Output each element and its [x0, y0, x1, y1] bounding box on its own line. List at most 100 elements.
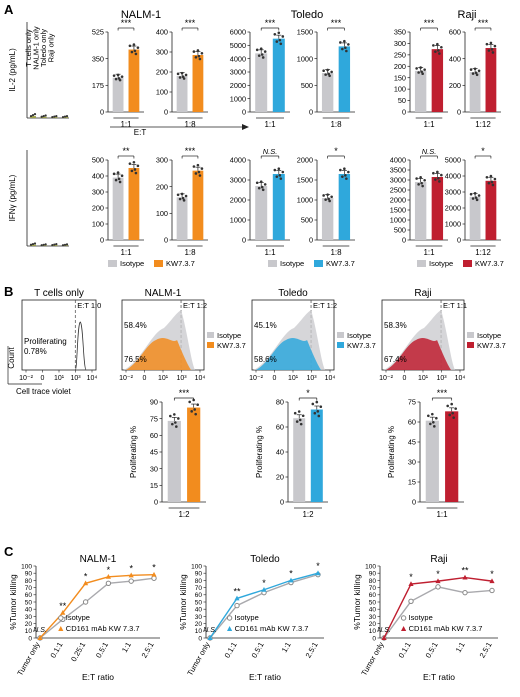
legend-marker-isotype — [226, 615, 233, 621]
significance-label: * — [481, 146, 485, 156]
significance-label: N.S. — [33, 627, 47, 634]
y-tick-label: 3000 — [390, 176, 406, 185]
y-tick-label: 0 — [164, 108, 168, 117]
legend-swatch-isotype — [417, 260, 426, 267]
data-point — [176, 193, 180, 197]
series-marker-isotype — [151, 575, 157, 581]
data-point — [434, 50, 437, 53]
data-point — [184, 73, 188, 77]
y-tick-label: 0 — [372, 635, 376, 642]
data-point — [29, 114, 33, 118]
significance-label: ** — [122, 146, 130, 156]
y-tick-label: 60 — [195, 592, 203, 599]
data-point — [44, 114, 47, 117]
y-tick-label: 2500 — [390, 186, 406, 195]
y-tick-label: 2000 — [445, 204, 461, 213]
bar-kw7.3.7 — [338, 174, 351, 240]
y-tick-label: 100 — [156, 209, 168, 218]
series-line — [39, 577, 155, 639]
data-point — [489, 41, 493, 45]
series-marker-kw — [37, 635, 43, 640]
legend-label-kw: CD161 mAb KW 7.3.7 — [235, 624, 309, 633]
data-point — [114, 77, 118, 81]
x-group-label: 1:1 — [264, 248, 276, 257]
data-point — [31, 242, 35, 246]
facs-title: NALM-1 — [145, 288, 182, 299]
y-axis-label: %Tumor killing — [8, 574, 18, 630]
legend-swatch-kw — [467, 342, 474, 348]
facs-kw-area — [256, 338, 322, 370]
data-point — [194, 172, 198, 175]
data-point — [328, 74, 331, 78]
legend-swatch-kw — [337, 342, 344, 348]
facs-x-tick-label: 10⁻² — [19, 375, 33, 382]
data-point — [341, 175, 344, 178]
series-marker-kw — [315, 570, 321, 576]
y-tick-label: 300 — [394, 39, 406, 48]
bar-isotype — [414, 182, 427, 240]
bar-chart-ifn-nalm-18: 0 100 200 300 *** 1:8 — [156, 146, 208, 257]
data-point — [40, 244, 43, 247]
legend-swatch-isotype — [108, 260, 117, 267]
y-tick-label: 45 — [150, 448, 158, 457]
cell-line-title-toledo: Toledo — [291, 9, 323, 21]
control-label: Raji only — [47, 33, 56, 62]
y-tick-label: 100 — [92, 220, 104, 229]
bar-isotype — [425, 420, 439, 502]
y-tick-label: 70 — [369, 585, 377, 592]
x-group-label: 1:8 — [184, 120, 196, 129]
y-tick-label: 90 — [150, 398, 158, 407]
data-point — [341, 47, 344, 51]
data-point — [118, 180, 122, 184]
data-point — [477, 194, 481, 197]
x-tick-label: Tumor only — [359, 640, 386, 677]
significance-label: * — [409, 572, 413, 582]
y-tick-label: 400 — [156, 28, 168, 37]
data-point — [277, 167, 281, 171]
x-group-label: 1:8 — [330, 248, 342, 257]
y-tick-label: 500 — [301, 216, 313, 225]
data-point — [198, 174, 202, 177]
significance-label: *** — [179, 388, 190, 398]
x-tick-label: 0.25:1 — [69, 641, 87, 664]
legend-label-isotype: Isotype — [66, 613, 90, 622]
data-point — [324, 73, 327, 76]
y-tick-label: 0 — [242, 108, 246, 117]
data-point — [176, 72, 180, 76]
y-tick-label: 2000 — [230, 196, 246, 205]
series-marker-kw — [234, 595, 240, 601]
data-point — [55, 114, 58, 118]
data-point — [259, 47, 263, 50]
facs-et-label: E:T 1:1 — [443, 301, 467, 310]
data-point — [275, 40, 279, 43]
data-point — [133, 168, 137, 171]
data-point — [281, 35, 285, 38]
x-axis-label: E:T ratio — [423, 672, 455, 682]
facs-kw-area — [386, 338, 452, 370]
data-point — [260, 185, 264, 189]
data-point — [311, 402, 315, 406]
y-tick-label: 0 — [280, 498, 284, 507]
y-tick-label: 10 — [195, 628, 203, 635]
y-axis-label: IFNγ (pg/mL) — [8, 174, 17, 221]
series-marker-kw — [83, 580, 89, 586]
et-arrow-label: E:T — [134, 128, 147, 137]
y-tick-label: 80 — [195, 578, 203, 585]
legend-label-isotype: Isotype — [280, 259, 304, 268]
legend-label-isotype: Isotype — [235, 613, 259, 622]
chart-title: NALM-1 — [80, 554, 117, 565]
series-marker-kw — [207, 635, 213, 640]
y-tick-label: 100 — [156, 88, 168, 97]
data-point — [343, 39, 346, 43]
data-point — [194, 412, 197, 416]
data-point — [51, 243, 54, 247]
series-marker-isotype — [462, 589, 468, 596]
y-tick-label: 4000 — [230, 54, 246, 63]
bar-chart-il2-raji-11: 0 50 100 150 200 250 300 350 *** 1:1 — [394, 18, 448, 129]
legend-a-toledo-legend: Isotype KW7.3.7 — [268, 259, 355, 268]
x-tick-label: 0.1:1 — [48, 641, 64, 660]
facs-histogram-1: NALM-1 10⁻² 0 10¹ 10³ 10⁴ E:T 1:2 58.4% 76.5% Iso… — [119, 288, 246, 382]
y-tick-label: 30 — [369, 614, 377, 621]
data-point — [31, 114, 35, 117]
data-point — [53, 115, 56, 118]
